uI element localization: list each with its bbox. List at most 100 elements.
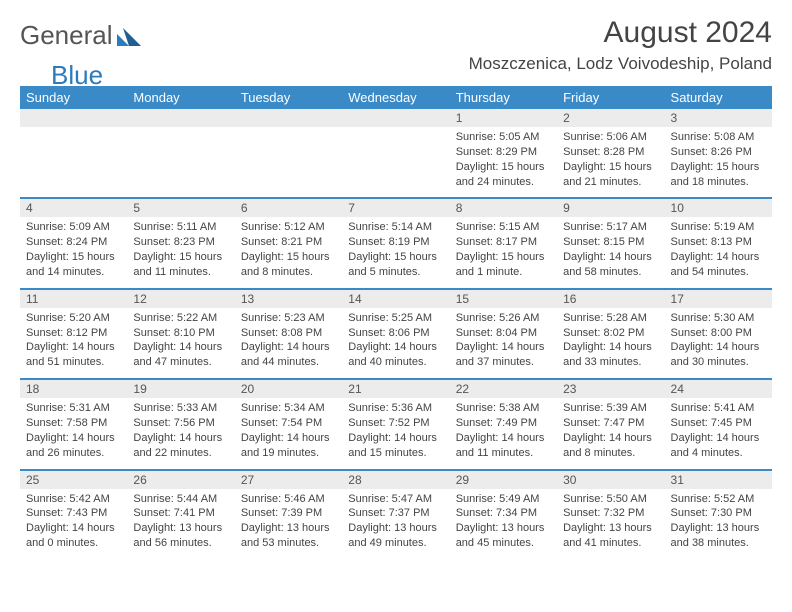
day-body-cell: Sunrise: 5:09 AMSunset: 8:24 PMDaylight:…	[20, 217, 127, 288]
page-header: General August 2024 Moszczenica, Lodz Vo…	[20, 16, 772, 74]
day-body-cell: Sunrise: 5:23 AMSunset: 8:08 PMDaylight:…	[235, 308, 342, 379]
day-number: 20	[241, 382, 254, 396]
sunrise-text: Sunrise: 5:41 AM	[671, 401, 766, 416]
day-number: 19	[133, 382, 146, 396]
sunrise-text: Sunrise: 5:34 AM	[241, 401, 336, 416]
day-number: 23	[563, 382, 576, 396]
day-body-cell: Sunrise: 5:30 AMSunset: 8:00 PMDaylight:…	[665, 308, 772, 379]
daylight-text: Daylight: 14 hours and 37 minutes.	[456, 340, 551, 370]
day-body-cell: Sunrise: 5:38 AMSunset: 7:49 PMDaylight:…	[450, 398, 557, 469]
day-body-cell: Sunrise: 5:14 AMSunset: 8:19 PMDaylight:…	[342, 217, 449, 288]
day-number-cell: 18	[20, 380, 127, 398]
day-number: 4	[26, 201, 33, 215]
sunrise-text: Sunrise: 5:19 AM	[671, 220, 766, 235]
day-number-cell: 1	[450, 109, 557, 127]
day-number: 18	[26, 382, 39, 396]
logo-text-general: General	[20, 20, 113, 51]
sunset-text: Sunset: 7:58 PM	[26, 416, 121, 431]
sunrise-text: Sunrise: 5:39 AM	[563, 401, 658, 416]
daylight-text: Daylight: 14 hours and 58 minutes.	[563, 250, 658, 280]
day-number-cell: 16	[557, 290, 664, 308]
day-body-cell: Sunrise: 5:08 AMSunset: 8:26 PMDaylight:…	[665, 127, 772, 198]
day-number: 10	[671, 201, 684, 215]
day-number: 28	[348, 473, 361, 487]
sunset-text: Sunset: 8:17 PM	[456, 235, 551, 250]
day-number: 11	[26, 292, 38, 306]
sunrise-text: Sunrise: 5:11 AM	[133, 220, 228, 235]
day-body-cell: Sunrise: 5:49 AMSunset: 7:34 PMDaylight:…	[450, 489, 557, 559]
day-number: 24	[671, 382, 684, 396]
day-body-cell: Sunrise: 5:47 AMSunset: 7:37 PMDaylight:…	[342, 489, 449, 559]
day-number-cell: 4	[20, 199, 127, 217]
daylight-text: Daylight: 13 hours and 49 minutes.	[348, 521, 443, 551]
day-number-cell: 6	[235, 199, 342, 217]
day-body-cell	[235, 127, 342, 198]
day-body-cell	[342, 127, 449, 198]
sunset-text: Sunset: 7:34 PM	[456, 506, 551, 521]
day-body-cell: Sunrise: 5:05 AMSunset: 8:29 PMDaylight:…	[450, 127, 557, 198]
daylight-text: Daylight: 14 hours and 47 minutes.	[133, 340, 228, 370]
day-number: 16	[563, 292, 576, 306]
day-label-wed: Wednesday	[342, 86, 449, 109]
sunset-text: Sunset: 7:52 PM	[348, 416, 443, 431]
day-number-cell: 25	[20, 471, 127, 489]
daylight-text: Daylight: 14 hours and 33 minutes.	[563, 340, 658, 370]
day-label-thu: Thursday	[450, 86, 557, 109]
sunset-text: Sunset: 8:10 PM	[133, 326, 228, 341]
daylight-text: Daylight: 15 hours and 21 minutes.	[563, 160, 658, 190]
day-number: 17	[671, 292, 684, 306]
sunrise-text: Sunrise: 5:06 AM	[563, 130, 658, 145]
day-body-cell: Sunrise: 5:41 AMSunset: 7:45 PMDaylight:…	[665, 398, 772, 469]
day-number-cell: 20	[235, 380, 342, 398]
day-body-cell: Sunrise: 5:19 AMSunset: 8:13 PMDaylight:…	[665, 217, 772, 288]
day-number-cell: 2	[557, 109, 664, 127]
sunset-text: Sunset: 8:29 PM	[456, 145, 551, 160]
day-body-cell: Sunrise: 5:33 AMSunset: 7:56 PMDaylight:…	[127, 398, 234, 469]
title-block: August 2024 Moszczenica, Lodz Voivodeshi…	[469, 16, 772, 74]
day-number: 13	[241, 292, 254, 306]
day-number-cell: 30	[557, 471, 664, 489]
sunrise-text: Sunrise: 5:26 AM	[456, 311, 551, 326]
sunrise-text: Sunrise: 5:33 AM	[133, 401, 228, 416]
day-number-cell: 3	[665, 109, 772, 127]
day-number-cell: 27	[235, 471, 342, 489]
sunrise-text: Sunrise: 5:14 AM	[348, 220, 443, 235]
day-number: 6	[241, 201, 248, 215]
day-number: 31	[671, 473, 684, 487]
daylight-text: Daylight: 14 hours and 26 minutes.	[26, 431, 121, 461]
daylight-text: Daylight: 13 hours and 53 minutes.	[241, 521, 336, 551]
sunrise-text: Sunrise: 5:38 AM	[456, 401, 551, 416]
day-body-row: Sunrise: 5:09 AMSunset: 8:24 PMDaylight:…	[20, 217, 772, 288]
day-number-cell: 13	[235, 290, 342, 308]
day-number-cell: 24	[665, 380, 772, 398]
sunrise-text: Sunrise: 5:44 AM	[133, 492, 228, 507]
sunset-text: Sunset: 7:49 PM	[456, 416, 551, 431]
day-number-row: 11121314151617	[20, 290, 772, 308]
sunrise-text: Sunrise: 5:47 AM	[348, 492, 443, 507]
sunset-text: Sunset: 8:12 PM	[26, 326, 121, 341]
day-number: 12	[133, 292, 146, 306]
logo-text-blue: Blue	[51, 60, 103, 91]
sunset-text: Sunset: 8:28 PM	[563, 145, 658, 160]
day-number: 7	[348, 201, 355, 215]
day-body-cell: Sunrise: 5:20 AMSunset: 8:12 PMDaylight:…	[20, 308, 127, 379]
sunrise-text: Sunrise: 5:25 AM	[348, 311, 443, 326]
day-number-cell: 14	[342, 290, 449, 308]
sunrise-text: Sunrise: 5:28 AM	[563, 311, 658, 326]
day-number: 9	[563, 201, 570, 215]
sunrise-text: Sunrise: 5:15 AM	[456, 220, 551, 235]
daylight-text: Daylight: 13 hours and 38 minutes.	[671, 521, 766, 551]
day-number-cell: 7	[342, 199, 449, 217]
sunset-text: Sunset: 7:39 PM	[241, 506, 336, 521]
sunrise-text: Sunrise: 5:31 AM	[26, 401, 121, 416]
day-number: 1	[456, 111, 463, 125]
day-body-cell: Sunrise: 5:12 AMSunset: 8:21 PMDaylight:…	[235, 217, 342, 288]
sunset-text: Sunset: 8:04 PM	[456, 326, 551, 341]
day-number: 27	[241, 473, 254, 487]
day-number-cell: 5	[127, 199, 234, 217]
day-body-row: Sunrise: 5:31 AMSunset: 7:58 PMDaylight:…	[20, 398, 772, 469]
day-number: 2	[563, 111, 570, 125]
day-label-fri: Friday	[557, 86, 664, 109]
day-number-cell: 22	[450, 380, 557, 398]
day-number: 22	[456, 382, 469, 396]
